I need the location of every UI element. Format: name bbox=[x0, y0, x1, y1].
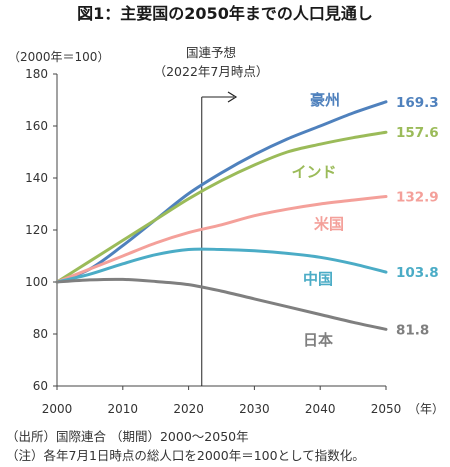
y-tick-label: 160 bbox=[25, 119, 48, 133]
series-name-label: インド bbox=[291, 163, 336, 181]
x-axis-unit: （年） bbox=[408, 402, 444, 416]
y-tick-label: 180 bbox=[25, 67, 48, 81]
plot-area: 60 80 100 120 140 160 180 2000 2010 2020 2030 2040 2… bbox=[25, 67, 439, 416]
series-name-label: 米国 bbox=[314, 215, 344, 233]
series-end-value: 103.8 bbox=[396, 265, 439, 281]
series-name-label: 日本 bbox=[303, 331, 333, 349]
chart-title: 図1：主要国の2050年までの人口見通し bbox=[77, 4, 373, 23]
series-line bbox=[55, 277, 388, 331]
series-end-value: 81.8 bbox=[396, 322, 429, 338]
series-line bbox=[55, 194, 388, 284]
series-line bbox=[55, 130, 388, 284]
series-end-value: 169.3 bbox=[396, 95, 439, 111]
y-tick-label: 120 bbox=[25, 223, 48, 237]
footnote-source: （出所）国際連合 （期間）2000～2050年 bbox=[6, 429, 249, 444]
y-tick-label: 140 bbox=[25, 171, 48, 185]
series-name-label: 豪州 bbox=[310, 91, 340, 109]
x-tick-label: 2050 bbox=[371, 402, 402, 416]
y-tick-label: 100 bbox=[25, 275, 48, 289]
forecast-arrow-head bbox=[227, 91, 238, 103]
x-tick-label: 2000 bbox=[42, 402, 73, 416]
forecast-annotation-title: 国連予想 bbox=[186, 45, 236, 60]
forecast-annotation-date: （2022年7月時点） bbox=[154, 64, 269, 79]
footnote-note: （注）各年7月1日時点の総人口を2000年＝100として指数化。 bbox=[6, 448, 365, 463]
x-tick-label: 2040 bbox=[305, 402, 336, 416]
series-line bbox=[55, 100, 388, 284]
x-tick-label: 2030 bbox=[239, 402, 270, 416]
y-tick-label: 60 bbox=[33, 379, 48, 393]
series-end-value: 157.6 bbox=[396, 125, 439, 141]
x-tick-label: 2010 bbox=[108, 402, 139, 416]
series-name-label: 中国 bbox=[303, 270, 333, 288]
y-axis-unit: （2000年＝100） bbox=[8, 50, 109, 64]
series-end-value: 132.9 bbox=[396, 189, 439, 205]
y-tick-label: 80 bbox=[33, 327, 48, 341]
x-tick-label: 2020 bbox=[173, 402, 204, 416]
series-line bbox=[55, 247, 388, 284]
